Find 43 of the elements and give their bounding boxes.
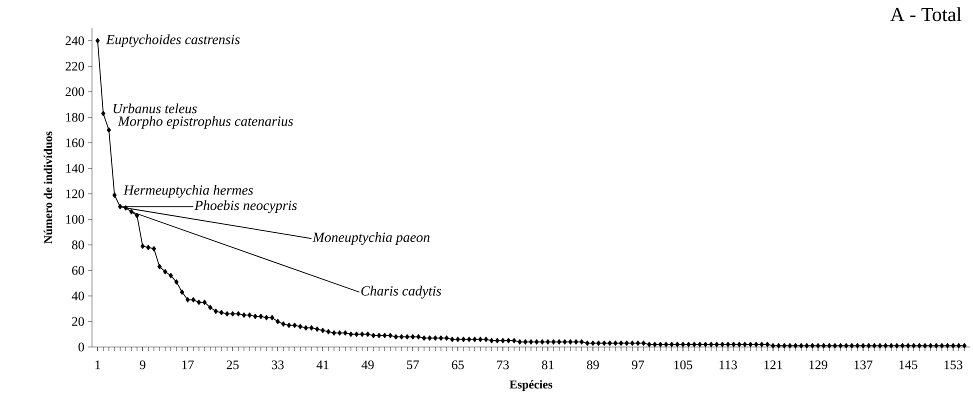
- annotation: Urbanus teleus: [114, 103, 197, 114]
- y-tick-label: 160: [66, 138, 84, 148]
- x-tick-label: 105: [674, 360, 692, 370]
- x-tick-label: 25: [226, 360, 239, 370]
- x-axis-title: Espécies: [510, 380, 552, 391]
- y-tick-label: 120: [66, 190, 84, 198]
- x-tick-label: 129: [809, 360, 828, 370]
- y-tick-label: 20: [72, 317, 84, 326]
- x-tick-label: 73: [497, 360, 509, 370]
- x-tick-label: 65: [452, 360, 464, 370]
- x-tick-label: 81: [542, 360, 554, 370]
- y-tick-label: 40: [72, 292, 84, 300]
- x-tick-label: 153: [944, 360, 962, 370]
- y-tick-label: 200: [66, 87, 84, 96]
- x-tick-label: 97: [632, 360, 644, 370]
- y-tick-label: 180: [66, 112, 84, 122]
- x-tick-label: 33: [272, 360, 284, 370]
- y-tick-label: 140: [66, 164, 84, 173]
- x-tick-label: 145: [900, 360, 918, 370]
- x-tick-label: 121: [764, 360, 782, 370]
- x-tick-label: 113: [720, 360, 737, 370]
- annotation: Moneuptychia paeon: [312, 232, 430, 245]
- annotation: Hermeuptychia hermes: [123, 184, 253, 198]
- annotation: Phoebis neocypris: [194, 200, 297, 213]
- y-tick-label: 220: [66, 62, 84, 71]
- x-tick-label: 57: [407, 360, 419, 370]
- x-tick-label: 9: [140, 360, 146, 370]
- annotation: Morpho epistrophus catenarius: [118, 116, 293, 129]
- y-tick-label: 0: [78, 342, 84, 352]
- chart-title: A - Total: [890, 7, 962, 22]
- annotation: Euptychoides castrensis: [106, 34, 240, 48]
- x-tick-label: 89: [586, 360, 599, 370]
- annotation: Charis cadytis: [361, 286, 442, 298]
- y-tick-label: 60: [72, 266, 84, 275]
- x-tick-label: 17: [182, 360, 194, 370]
- x-tick-label: 137: [854, 360, 872, 370]
- x-tick-label: 41: [316, 360, 328, 370]
- y-tick-label: 80: [72, 240, 84, 250]
- x-tick-label: 49: [362, 360, 374, 370]
- y-axis-title: Número de indivíduos: [44, 131, 52, 244]
- y-tick-label: 240: [66, 36, 84, 46]
- y-tick-label: 100: [66, 215, 84, 224]
- x-tick-label: 1: [96, 360, 100, 370]
